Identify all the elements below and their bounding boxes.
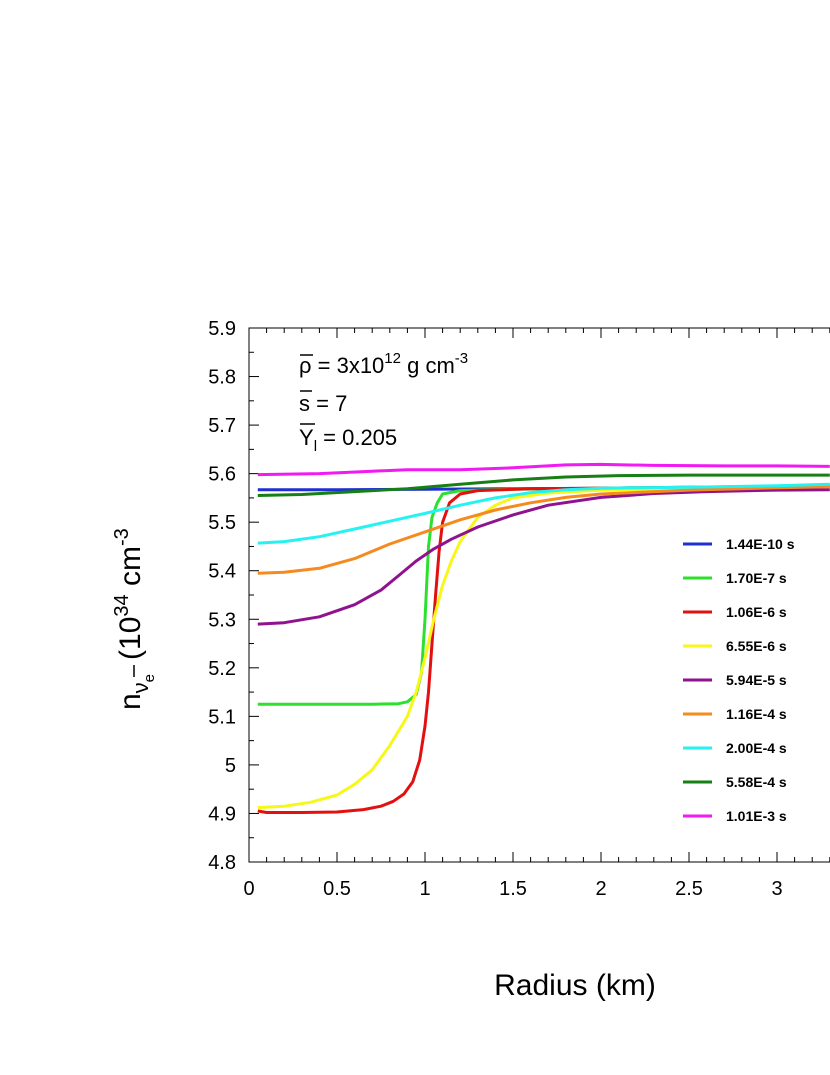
series-line-3 (257, 484, 830, 814)
series-line-9 (257, 462, 830, 477)
x-tick-label: 1.5 (499, 878, 527, 900)
legend-label: 1.16E-4 s (726, 706, 787, 722)
legend-label: 1.44E-10 s (726, 536, 795, 552)
legend-label: 1.70E-7 s (726, 570, 787, 586)
legend: 1.44E-10 s 1.70E-7 s 1.06E-6 s 6.55E-6 s 5.9… (683, 536, 795, 824)
y-axis-title: nνe(1034 cm-3 (111, 528, 158, 710)
y-tick-label: 5.4 (208, 561, 236, 583)
y-tick-label: 5 (225, 755, 236, 777)
annotation-block: ρ = 3x1012 g cm-3 s = 7 Yl = 0.205 (299, 350, 468, 455)
plot-frame (248, 327, 830, 863)
y-tick-label: 5.8 (208, 367, 236, 389)
y-tick-label: 4.8 (208, 852, 236, 874)
legend-label: 5.58E-4 s (726, 774, 787, 790)
x-tick-label: 0 (243, 878, 254, 900)
x-axis-title: Radius (km) (494, 969, 656, 1002)
legend-label: 1.06E-6 s (726, 604, 787, 620)
y-tick-label: 5.9 (208, 318, 236, 340)
x-tick-label: 1 (419, 878, 430, 900)
legend-label: 5.94E-5 s (726, 672, 787, 688)
x-tick-label: 0.5 (323, 878, 351, 900)
legend-label: 1.01E-3 s (726, 808, 787, 824)
annotation-y: Yl = 0.205 (299, 425, 397, 455)
y-tick-label: 5.7 (208, 415, 236, 437)
y-tick-label: 5.5 (208, 512, 236, 534)
y-tick-label: 5.2 (208, 658, 236, 680)
legend-label: 6.55E-6 s (726, 638, 787, 654)
series-line-7 (257, 482, 830, 545)
annotation-rho: ρ = 3x1012 g cm-3 (299, 350, 468, 378)
legend-label: 2.00E-4 s (726, 740, 787, 756)
x-tick-label: 2 (595, 878, 606, 900)
series-line-8 (257, 473, 830, 497)
tick-labels: 4.8 4.9 5 5.1 5.2 5.3 5.4 5.5 5.6 5.7 5.8 5.9 0 0.5 1 1… (208, 318, 782, 900)
series-line-5 (257, 488, 830, 626)
y-tick-label: 5.3 (208, 609, 236, 631)
y-tick-label: 4.9 (208, 803, 236, 825)
x-tick-label: 3 (771, 878, 782, 900)
svg-text:nνe(1034 cm-3: nνe(1034 cm-3 (111, 528, 158, 710)
series-lines (257, 462, 830, 814)
y-tick-label: 5.6 (208, 464, 236, 486)
series-line-6 (257, 485, 830, 575)
x-tick-label: 2.5 (675, 878, 703, 900)
y-tick-label: 5.1 (208, 706, 236, 728)
annotation-s: s = 7 (299, 391, 347, 416)
series-line-4 (257, 485, 830, 810)
